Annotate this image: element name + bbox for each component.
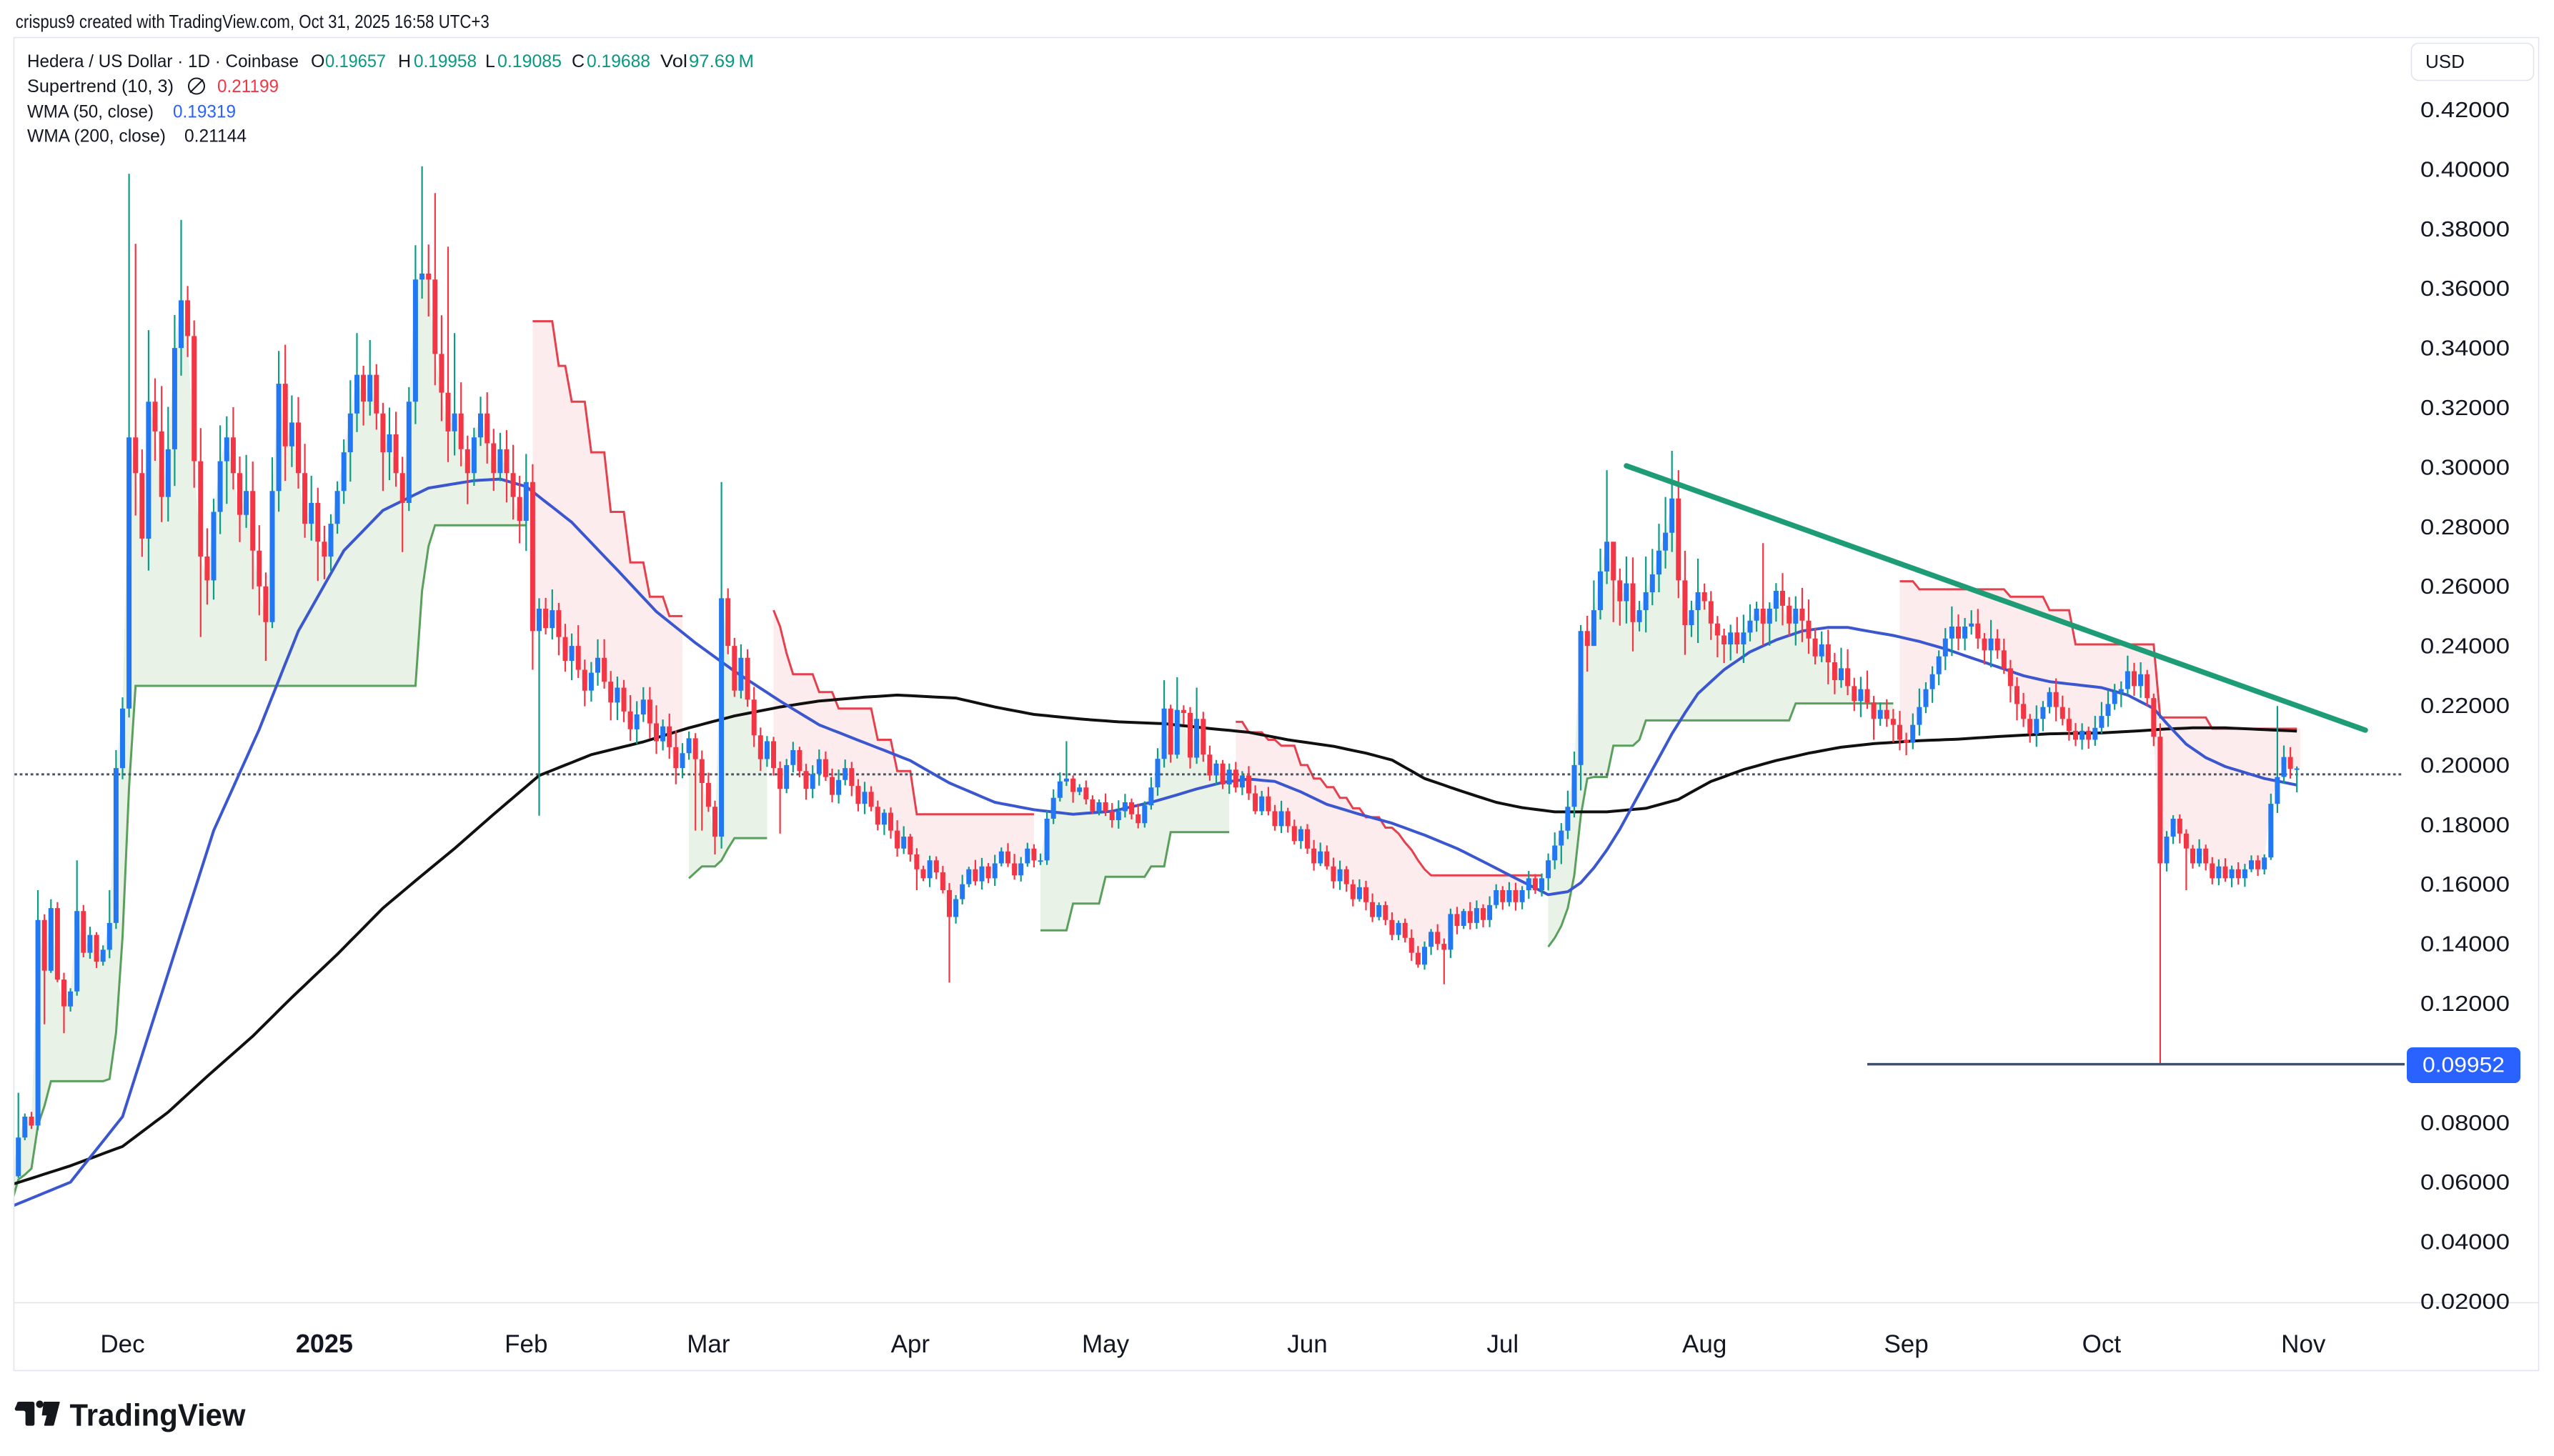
svg-text:Nov: Nov bbox=[2281, 1330, 2326, 1358]
svg-text:Jul: Jul bbox=[1486, 1330, 1519, 1358]
svg-text:C: C bbox=[572, 51, 585, 71]
svg-text:0.21199: 0.21199 bbox=[217, 76, 279, 96]
svg-text:0.24000: 0.24000 bbox=[2420, 634, 2510, 659]
svg-text:0.02000: 0.02000 bbox=[2420, 1289, 2510, 1314]
svg-text:0.06000: 0.06000 bbox=[2420, 1170, 2510, 1195]
svg-text:crispus9 created with TradingV: crispus9 created with TradingView.com, O… bbox=[16, 11, 490, 32]
svg-text:0.19688: 0.19688 bbox=[587, 51, 650, 71]
svg-text:O: O bbox=[311, 51, 324, 71]
svg-text:May: May bbox=[1082, 1330, 1130, 1358]
svg-text:Jun: Jun bbox=[1287, 1330, 1327, 1358]
svg-text:Feb: Feb bbox=[505, 1330, 547, 1358]
svg-text:2025: 2025 bbox=[296, 1329, 353, 1358]
svg-text:0.19657: 0.19657 bbox=[325, 51, 386, 71]
svg-text:Apr: Apr bbox=[891, 1330, 930, 1358]
svg-text:0.38000: 0.38000 bbox=[2420, 216, 2510, 241]
svg-text:0.04000: 0.04000 bbox=[2420, 1230, 2510, 1255]
svg-text:0.19085: 0.19085 bbox=[497, 51, 562, 71]
svg-text:0.09952: 0.09952 bbox=[2423, 1054, 2505, 1077]
svg-text:WMA (50, close): WMA (50, close) bbox=[27, 101, 154, 121]
svg-text:Supertrend (10, 3): Supertrend (10, 3) bbox=[27, 76, 174, 96]
svg-text:0.32000: 0.32000 bbox=[2420, 395, 2510, 420]
svg-text:0.19319: 0.19319 bbox=[173, 101, 236, 121]
svg-text:Mar: Mar bbox=[687, 1330, 730, 1358]
svg-text:Hedera / US Dollar · 1D · Coin: Hedera / US Dollar · 1D · Coinbase bbox=[27, 51, 299, 71]
svg-text:0.08000: 0.08000 bbox=[2420, 1110, 2510, 1135]
svg-text:0.40000: 0.40000 bbox=[2420, 156, 2510, 181]
svg-text:0.12000: 0.12000 bbox=[2420, 991, 2510, 1016]
svg-text:0.42000: 0.42000 bbox=[2420, 97, 2510, 122]
svg-text:Aug: Aug bbox=[1682, 1330, 1726, 1358]
svg-text:0.19958: 0.19958 bbox=[414, 51, 477, 71]
svg-text:0.14000: 0.14000 bbox=[2420, 932, 2510, 957]
svg-text:0.18000: 0.18000 bbox=[2420, 812, 2510, 837]
svg-text:0.20000: 0.20000 bbox=[2420, 752, 2510, 777]
svg-text:TradingView: TradingView bbox=[70, 1398, 247, 1433]
svg-text:L: L bbox=[485, 51, 495, 71]
svg-text:WMA (200, close): WMA (200, close) bbox=[27, 126, 166, 146]
svg-text:Oct: Oct bbox=[2082, 1330, 2122, 1358]
svg-text:0.30000: 0.30000 bbox=[2420, 454, 2510, 479]
svg-text:USD: USD bbox=[2425, 51, 2465, 72]
svg-text:97.69 M: 97.69 M bbox=[689, 51, 754, 71]
svg-text:0.21144: 0.21144 bbox=[184, 126, 247, 146]
svg-text:H: H bbox=[398, 51, 411, 71]
svg-text:0.28000: 0.28000 bbox=[2420, 514, 2510, 539]
svg-text:Dec: Dec bbox=[100, 1330, 144, 1358]
svg-text:0.36000: 0.36000 bbox=[2420, 276, 2510, 301]
svg-text:0.34000: 0.34000 bbox=[2420, 336, 2510, 361]
svg-text:Vol: Vol bbox=[660, 51, 687, 71]
svg-text:0.22000: 0.22000 bbox=[2420, 693, 2510, 718]
svg-text:0.26000: 0.26000 bbox=[2420, 574, 2510, 599]
svg-text:Sep: Sep bbox=[1884, 1330, 1928, 1358]
svg-text:0.16000: 0.16000 bbox=[2420, 872, 2510, 897]
